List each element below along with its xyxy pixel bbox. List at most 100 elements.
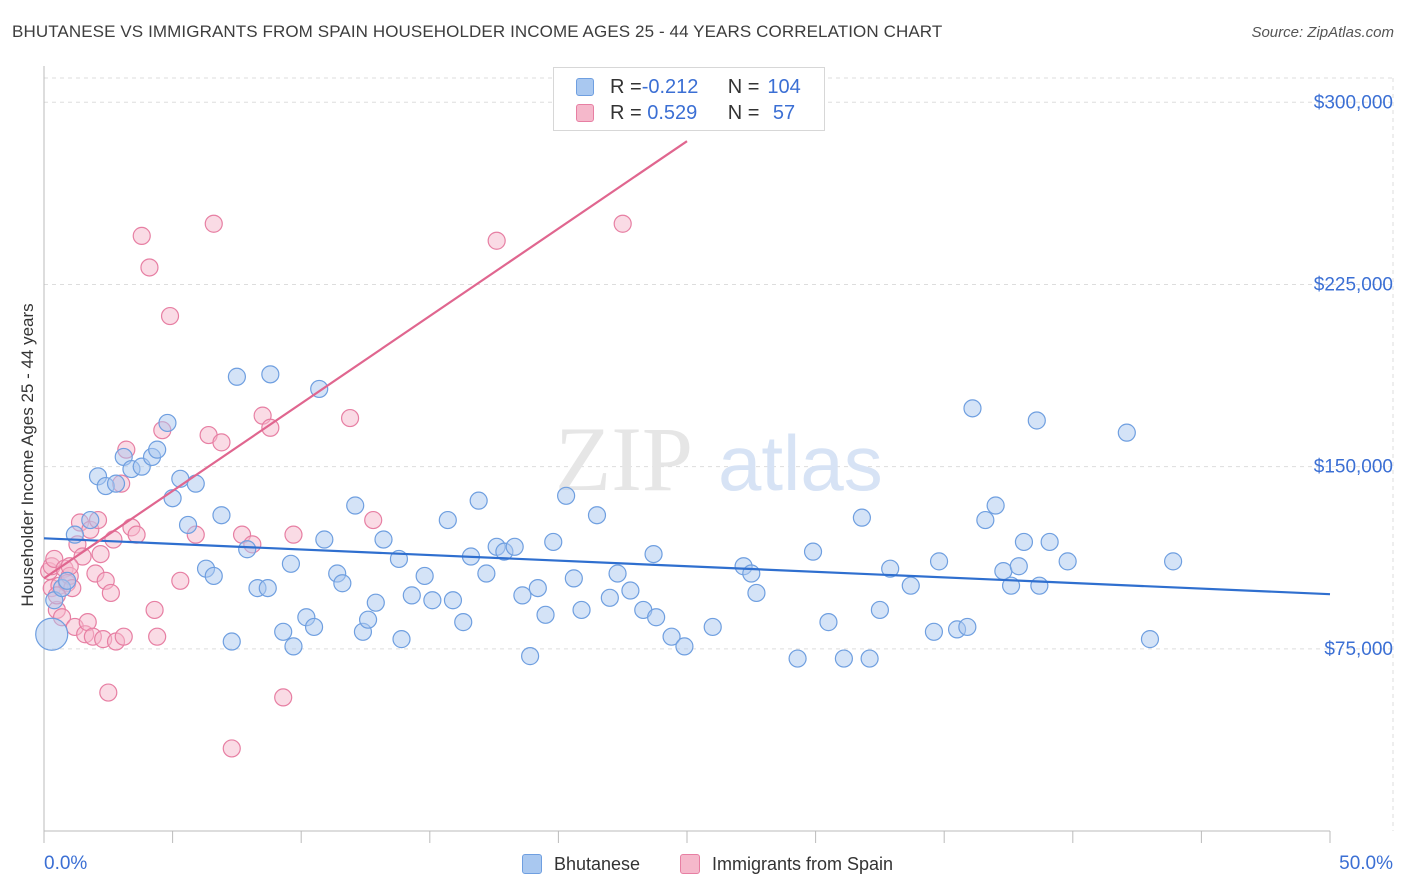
bhutanese-point xyxy=(443,591,463,610)
spain-point xyxy=(99,683,118,702)
spain-point xyxy=(261,418,280,437)
bhutanese-point xyxy=(881,559,900,578)
legend-item-bhutanese[interactable]: Bhutanese xyxy=(522,852,640,876)
bhutanese-point xyxy=(621,581,640,600)
x-tick-label: 0.0% xyxy=(44,853,87,874)
stats-row-bhutanese: R = -0.212 N = 104 xyxy=(576,75,801,99)
bhutanese-point xyxy=(222,632,241,651)
bhutanese-point xyxy=(477,564,496,583)
bhutanese-point xyxy=(258,578,277,598)
bhutanese-point xyxy=(747,583,766,603)
bhutanese-point xyxy=(186,474,205,493)
spain-point xyxy=(104,530,123,549)
bhutanese-point xyxy=(1117,423,1136,442)
spain-point xyxy=(127,525,146,544)
bhutanese-point xyxy=(505,537,524,556)
series-spain-points xyxy=(40,214,632,758)
bhutanese-point xyxy=(1164,552,1183,571)
bhutanese-point xyxy=(572,600,591,620)
spain-point xyxy=(222,739,241,758)
stats-row-spain: R = 0.529 N = 57 xyxy=(576,101,795,125)
bhutanese-point xyxy=(81,510,100,530)
bhutanese-point xyxy=(261,365,280,384)
spain-point xyxy=(212,433,231,452)
bhutanese-point xyxy=(1009,557,1028,576)
chart-title: BHUTANESE VS IMMIGRANTS FROM SPAIN HOUSE… xyxy=(12,22,943,41)
bhutanese-point xyxy=(163,489,182,508)
bhutanese-point xyxy=(528,578,547,598)
spain-swatch xyxy=(576,104,594,122)
watermark: ZIP atlas xyxy=(555,408,883,510)
bhutanese-point xyxy=(1027,411,1046,430)
bhutanese-point xyxy=(703,617,722,637)
bhutanese-point xyxy=(834,649,853,668)
bhutanese-point xyxy=(227,367,246,386)
bhutanese-point xyxy=(557,486,576,505)
spain-point xyxy=(101,583,120,603)
bhutanese-point xyxy=(1014,532,1034,552)
bhutanese-point xyxy=(587,506,607,525)
stats-legend: R = -0.212 N = 104 R = 0.529 N = 57 xyxy=(553,67,825,131)
source-label: Source: ZipAtlas.com xyxy=(1251,24,1394,41)
bhutanese-point xyxy=(392,630,411,649)
bhutanese-point xyxy=(35,617,69,651)
y-tick-label: $300,000 xyxy=(1314,92,1393,113)
bhutanese-point xyxy=(788,649,807,668)
legend-label-bhutanese: Bhutanese xyxy=(554,853,641,874)
bhutanese-point xyxy=(281,554,301,573)
bhutanese-point xyxy=(148,440,167,459)
bhutanese-point xyxy=(986,496,1005,515)
spain-point xyxy=(73,547,92,566)
legend-item-spain[interactable]: Immigrants from Spain xyxy=(680,852,893,876)
spain-trend-line xyxy=(43,140,688,580)
spain-point xyxy=(91,544,110,564)
bhutanese-point xyxy=(423,591,442,610)
bhutanese-point xyxy=(204,566,223,586)
spain-legend-swatch xyxy=(680,854,700,874)
bhutanese-point xyxy=(600,588,619,607)
bhutanese-point xyxy=(901,576,920,595)
bhutanese-point xyxy=(1040,532,1059,552)
bhutanese-point xyxy=(958,617,977,637)
bhutanese-point xyxy=(870,600,890,620)
bhutanese-point xyxy=(924,622,944,641)
spain-point xyxy=(364,510,383,530)
watermark-atlas: atlas xyxy=(718,419,883,507)
bhutanese-point xyxy=(158,413,177,433)
bhutanese-swatch xyxy=(576,78,594,96)
bhutanese-point xyxy=(402,586,421,605)
bhutanese-point xyxy=(544,532,563,552)
bhutanese-point xyxy=(415,566,434,586)
bhutanese-point xyxy=(564,569,583,588)
spain-point xyxy=(140,258,159,277)
bhutanese-point xyxy=(513,586,532,605)
spain-point xyxy=(284,525,303,544)
n-label: N = xyxy=(727,75,760,98)
y-tick-label: $225,000 xyxy=(1314,274,1393,295)
bhutanese-point xyxy=(469,491,488,510)
bhutanese-point xyxy=(106,474,126,493)
bhutanese-point xyxy=(1030,576,1049,595)
bhutanese-point xyxy=(536,605,555,624)
r-value: 0.529 xyxy=(641,101,698,124)
axes xyxy=(43,66,1331,843)
bhutanese-point xyxy=(333,574,352,593)
spain-point xyxy=(340,408,360,428)
bhutanese-point xyxy=(608,564,627,583)
r-value: -0.212 xyxy=(641,75,699,98)
spain-point xyxy=(171,571,190,590)
legend-label-spain: Immigrants from Spain xyxy=(712,853,894,874)
bhutanese-point xyxy=(374,530,393,549)
bhutanese-point xyxy=(1140,630,1160,649)
bhutanese-point xyxy=(358,610,378,629)
spain-point xyxy=(487,231,506,250)
bhutanese-point xyxy=(929,552,949,571)
bhutanese-point xyxy=(662,627,681,646)
bhutanese-point xyxy=(304,617,324,637)
bhutanese-point xyxy=(742,564,761,583)
spain-point xyxy=(613,214,632,233)
bhutanese-point xyxy=(274,622,293,641)
bhutanese-point xyxy=(315,530,334,549)
spain-point xyxy=(160,306,180,326)
n-value: 104 xyxy=(767,75,801,98)
